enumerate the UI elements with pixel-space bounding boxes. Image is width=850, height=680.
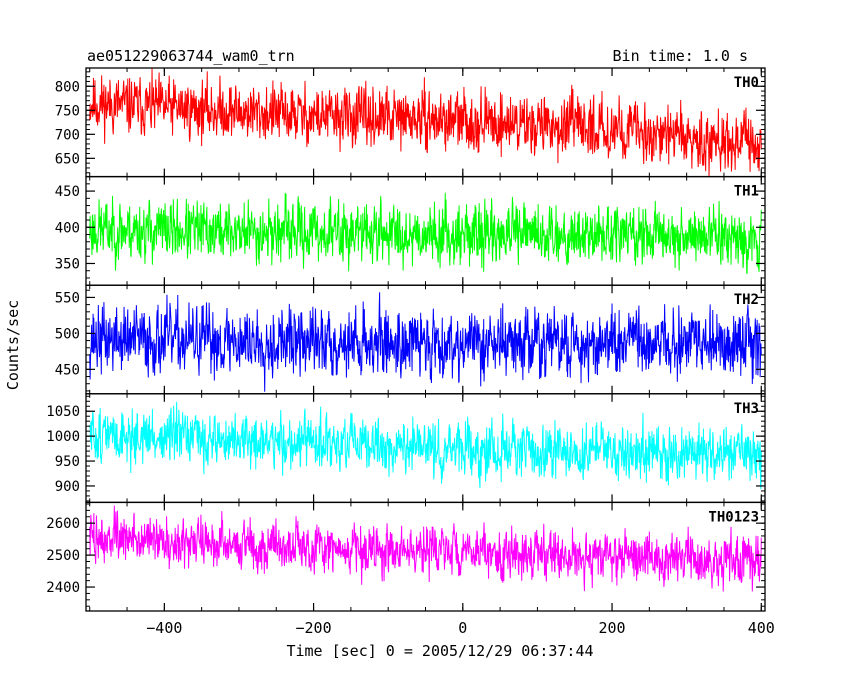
panel-th3: 900 950 1000 1050 TH3 (46, 393, 766, 504)
y-tick-label: 350 (55, 256, 80, 272)
x-tick-label: 200 (598, 619, 625, 637)
series-line-th0 (89, 68, 762, 177)
panel-label: TH3 (734, 401, 759, 417)
y-tick-label: 550 (55, 290, 80, 306)
y-tick-label: 400 (55, 220, 80, 236)
y-tick-label: 2500 (46, 548, 80, 564)
chart-title: ae051229063744_wam0_trn (87, 47, 295, 65)
y-tick-label: 450 (55, 184, 80, 200)
y-tick-label: 650 (55, 151, 80, 167)
panel-th0: 650 700 750 800 TH0 (55, 67, 766, 178)
panel-label: TH0 (734, 75, 759, 91)
y-tick-label: 950 (55, 454, 80, 470)
series-line-th0123 (89, 505, 762, 592)
x-axis-label: Time [sec] 0 = 2005/12/29 06:37:44 (286, 642, 593, 660)
panel-label: TH0123 (708, 509, 759, 525)
y-tick-label: 700 (55, 127, 80, 143)
panel-th1: 350 400 450 TH1 (55, 175, 766, 286)
y-tick-label: 900 (55, 479, 80, 495)
y-tick-label: 1050 (46, 404, 80, 420)
x-axis: −400 −200 0 200 400 (146, 619, 775, 637)
y-tick-label: 2400 (46, 580, 80, 596)
series-line-th2 (89, 292, 762, 392)
y-tick-label: 1000 (46, 429, 80, 445)
series-line-th3 (89, 401, 762, 490)
chart-subtitle: Bin time: 1.0 s (613, 47, 748, 65)
x-tick-label: 400 (748, 619, 775, 637)
panel-label: TH2 (734, 292, 759, 308)
x-tick-label: −400 (146, 619, 182, 637)
panel-th0123: 2400 2500 2600 TH0123 (46, 501, 766, 612)
y-axis-label: Counts/sec (4, 300, 22, 390)
panel-label: TH1 (734, 184, 759, 200)
x-tick-label: −200 (296, 619, 332, 637)
panels-group: 650 700 750 800 TH0 350 400 450 TH1 450 500 550 TH2 9… (46, 67, 766, 612)
y-tick-label: 500 (55, 326, 80, 342)
series-line-th1 (89, 192, 762, 274)
y-tick-label: 450 (55, 362, 80, 378)
y-tick-label: 2600 (46, 516, 80, 532)
y-tick-label: 750 (55, 103, 80, 119)
x-tick-label: 0 (458, 619, 467, 637)
y-tick-label: 800 (55, 79, 80, 95)
panel-th2: 450 500 550 TH2 (55, 284, 766, 395)
